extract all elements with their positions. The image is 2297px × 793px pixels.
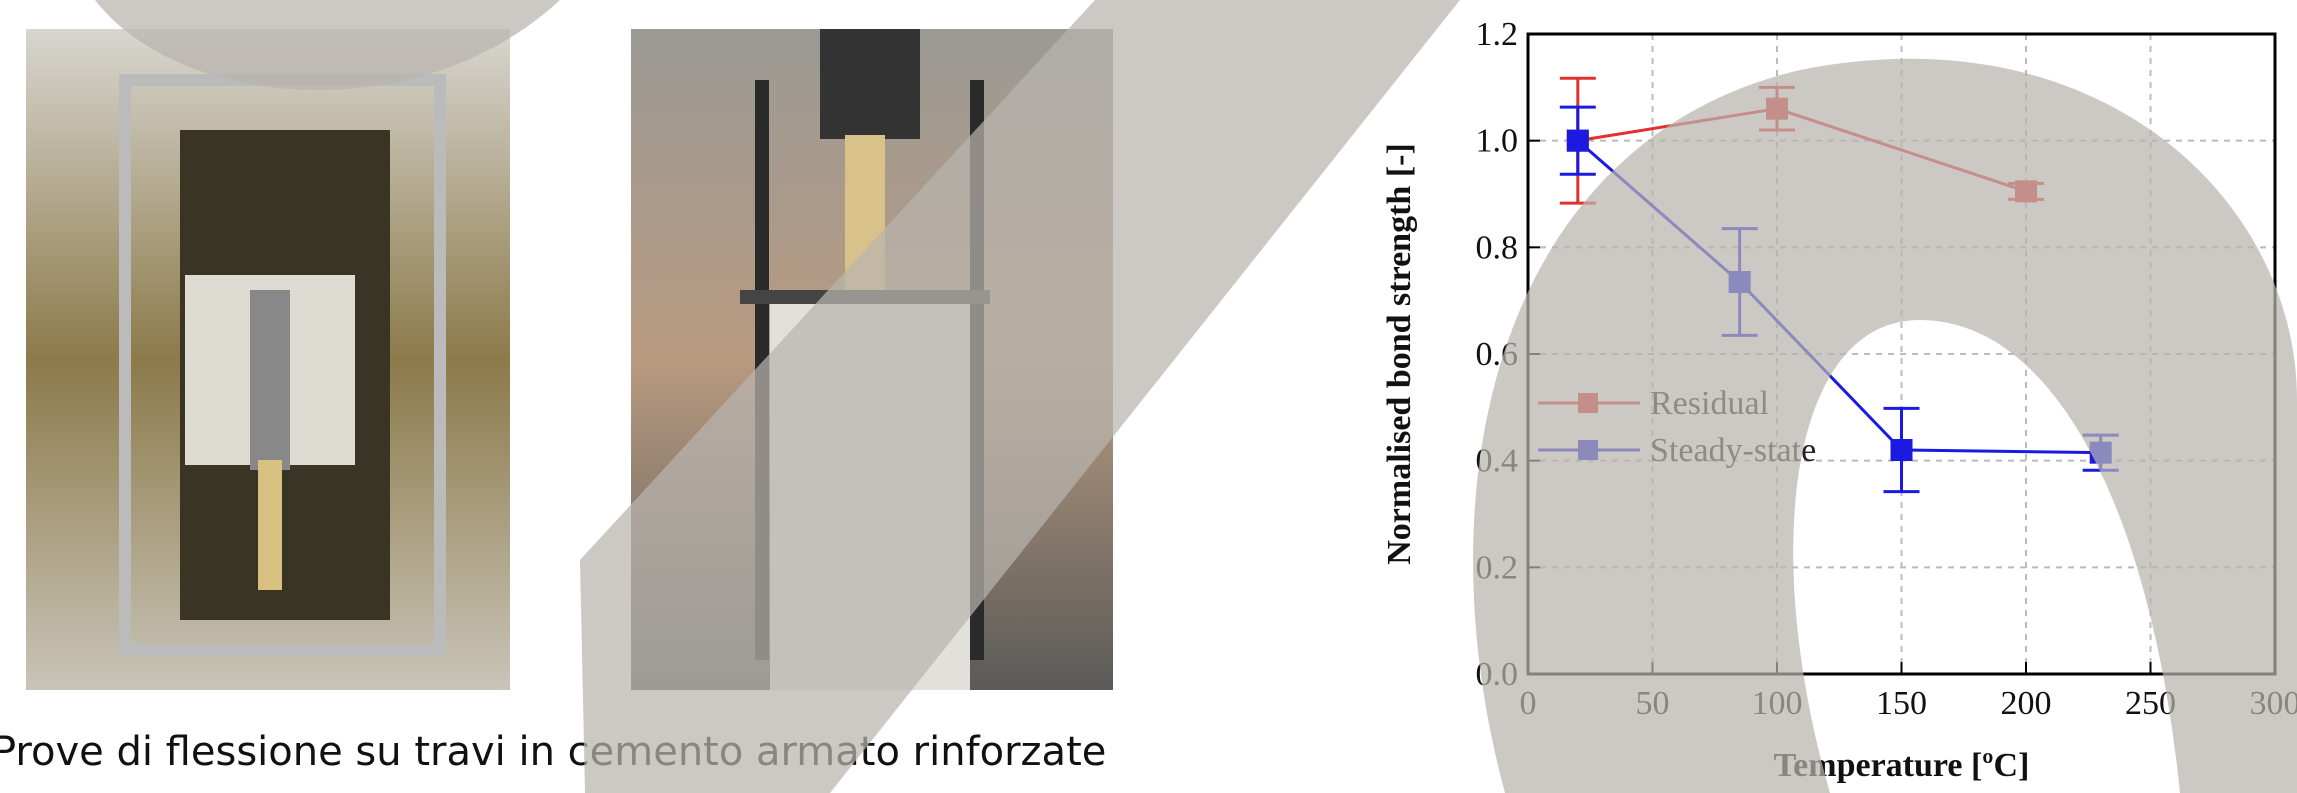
marker xyxy=(1566,129,1589,152)
marker xyxy=(1890,439,1913,461)
caption: Prove di flessione su travi in cemento a… xyxy=(0,729,1106,775)
y-axis-label: Normalised bond strength [-] xyxy=(1381,143,1418,565)
y-tick-label: 1.0 xyxy=(1476,123,1519,160)
decoration xyxy=(95,0,2297,793)
y-tick-label: 1.2 xyxy=(1476,16,1519,53)
y-tick-label: 0.8 xyxy=(1476,229,1519,266)
photo-furnace xyxy=(26,29,510,690)
x-tick-label: 200 xyxy=(2001,685,2052,722)
x-tick-label: 150 xyxy=(1876,685,1927,722)
